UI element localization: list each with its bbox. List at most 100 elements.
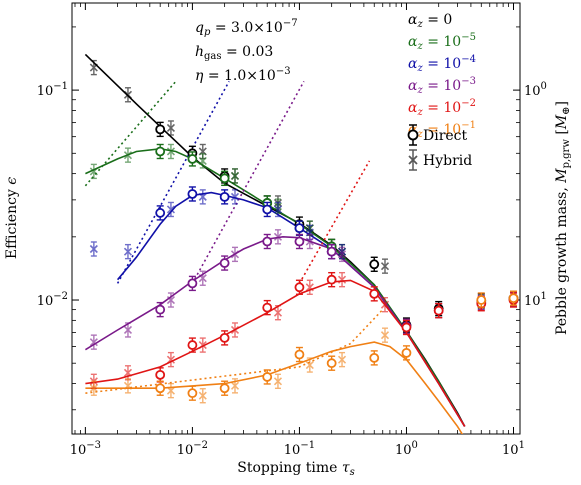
- direct-point: [294, 279, 305, 295]
- x-tick-label: 10−2: [177, 440, 208, 458]
- x-tick-label: 10−3: [70, 440, 101, 458]
- hybrid-point: [198, 153, 207, 169]
- direct-point: [262, 201, 273, 218]
- direct-point: [187, 275, 198, 292]
- hybrid-point: [166, 120, 175, 136]
- parameters-box: qp = 3.0×10−7 hgas = 0.03 η = 1.0×10−3: [195, 18, 298, 84]
- hybrid-point: [123, 147, 133, 163]
- hybrid-point: [337, 351, 347, 368]
- legend-alpha-1e-2: αz = 10−2: [408, 98, 476, 118]
- hybrid-point: [380, 327, 390, 343]
- param-eta: η = 1.0×10−3: [195, 66, 291, 84]
- direct-point: [219, 330, 230, 346]
- legend-alpha-1e-5: αz = 10−5: [408, 32, 476, 52]
- y-tick-label-left: 10−2: [37, 291, 68, 309]
- hybrid-point: [305, 279, 314, 295]
- hybrid-point: [123, 322, 133, 338]
- direct-point: [155, 380, 166, 396]
- y-tick-label-left: 10−1: [37, 81, 68, 99]
- direct-point: [401, 345, 412, 361]
- legend-hybrid-marker: [408, 149, 418, 171]
- legend-direct-label: Direct: [423, 128, 468, 144]
- direct-point: [219, 189, 230, 205]
- direct-point: [401, 319, 412, 336]
- hybrid-point: [305, 357, 314, 373]
- direct-point: [187, 186, 198, 202]
- direct-point: [262, 299, 273, 316]
- asymptote-line: [298, 160, 371, 284]
- hybrid-point: [230, 246, 240, 263]
- direct-point: [187, 151, 198, 167]
- legend-direct-marker: [407, 124, 419, 146]
- direct-point: [508, 290, 519, 306]
- hybrid-point: [123, 87, 133, 103]
- hybrid-point: [89, 241, 98, 257]
- plot-frame: [71, 2, 521, 435]
- direct-point: [155, 143, 166, 160]
- model-curve: [85, 341, 464, 434]
- direct-point: [326, 271, 337, 288]
- hybrid-point: [198, 270, 207, 286]
- hybrid-point: [230, 378, 240, 394]
- legend-alpha-1e-4: αz = 10−4: [408, 54, 476, 74]
- direct-point: [433, 302, 444, 319]
- asymptote-line: [85, 309, 384, 394]
- asymptote-line: [116, 81, 230, 284]
- legend-alpha-0: αz = 0: [408, 12, 452, 30]
- direct-point: [219, 255, 230, 271]
- param-hgas: hgas = 0.03: [195, 44, 273, 62]
- hybrid-point: [89, 59, 98, 76]
- hybrid-point: [166, 292, 175, 308]
- legend-hybrid-label: Hybrid: [423, 153, 472, 169]
- hybrid-point: [166, 201, 175, 218]
- direct-point: [187, 385, 198, 401]
- direct-point: [219, 380, 230, 396]
- direct-point: [262, 369, 273, 385]
- hybrid-point: [273, 373, 283, 390]
- param-qp: qp = 3.0×10−7: [195, 18, 298, 38]
- hybrid-point: [89, 334, 98, 350]
- x-tick-label: 100: [395, 440, 418, 458]
- x-tick-label: 10−1: [284, 440, 315, 458]
- hybrid-point: [230, 322, 240, 338]
- asymptote-line: [84, 80, 177, 187]
- hybrid-point: [380, 258, 390, 274]
- model-curve: [85, 147, 466, 427]
- legend-alpha-1e-3: αz = 10−3: [408, 76, 476, 96]
- direct-point: [155, 367, 166, 383]
- hybrid-point: [337, 246, 347, 263]
- direct-point: [369, 350, 380, 366]
- y-axis-label-right: Pebble growth mass, Mp,grw [M⊕]: [554, 101, 572, 335]
- hybrid-point: [123, 365, 133, 381]
- direct-point: [155, 205, 166, 221]
- hybrid-point: [273, 305, 283, 321]
- hybrid-point: [273, 201, 283, 218]
- hybrid-point: [166, 143, 175, 160]
- y-tick-label-right: 101: [524, 291, 547, 309]
- direct-point: [219, 170, 230, 187]
- hybrid-point: [380, 296, 390, 313]
- y-tick-label-right: 100: [524, 81, 547, 99]
- hybrid-point: [273, 229, 283, 245]
- asymptote-line: [191, 81, 305, 284]
- hybrid-point: [198, 388, 207, 404]
- direct-point: [326, 243, 337, 260]
- direct-point: [262, 233, 273, 250]
- direct-point: [369, 256, 380, 272]
- direct-point: [187, 337, 198, 353]
- direct-point: [476, 292, 487, 308]
- direct-point: [294, 233, 305, 250]
- hybrid-point: [198, 189, 207, 205]
- x-tick-label: 101: [502, 440, 525, 458]
- hybrid-point: [230, 168, 240, 184]
- legend: αz = 0 αz = 10−5 αz = 10−4 αz = 10−3 αz …: [407, 12, 476, 171]
- hybrid-point: [305, 233, 314, 250]
- direct-point: [294, 346, 305, 363]
- hybrid-point: [166, 382, 175, 399]
- hybrid-point: [89, 163, 98, 180]
- direct-point: [155, 121, 166, 138]
- hybrid-point: [230, 189, 240, 205]
- hybrid-point: [166, 351, 175, 368]
- hybrid-point: [123, 378, 133, 394]
